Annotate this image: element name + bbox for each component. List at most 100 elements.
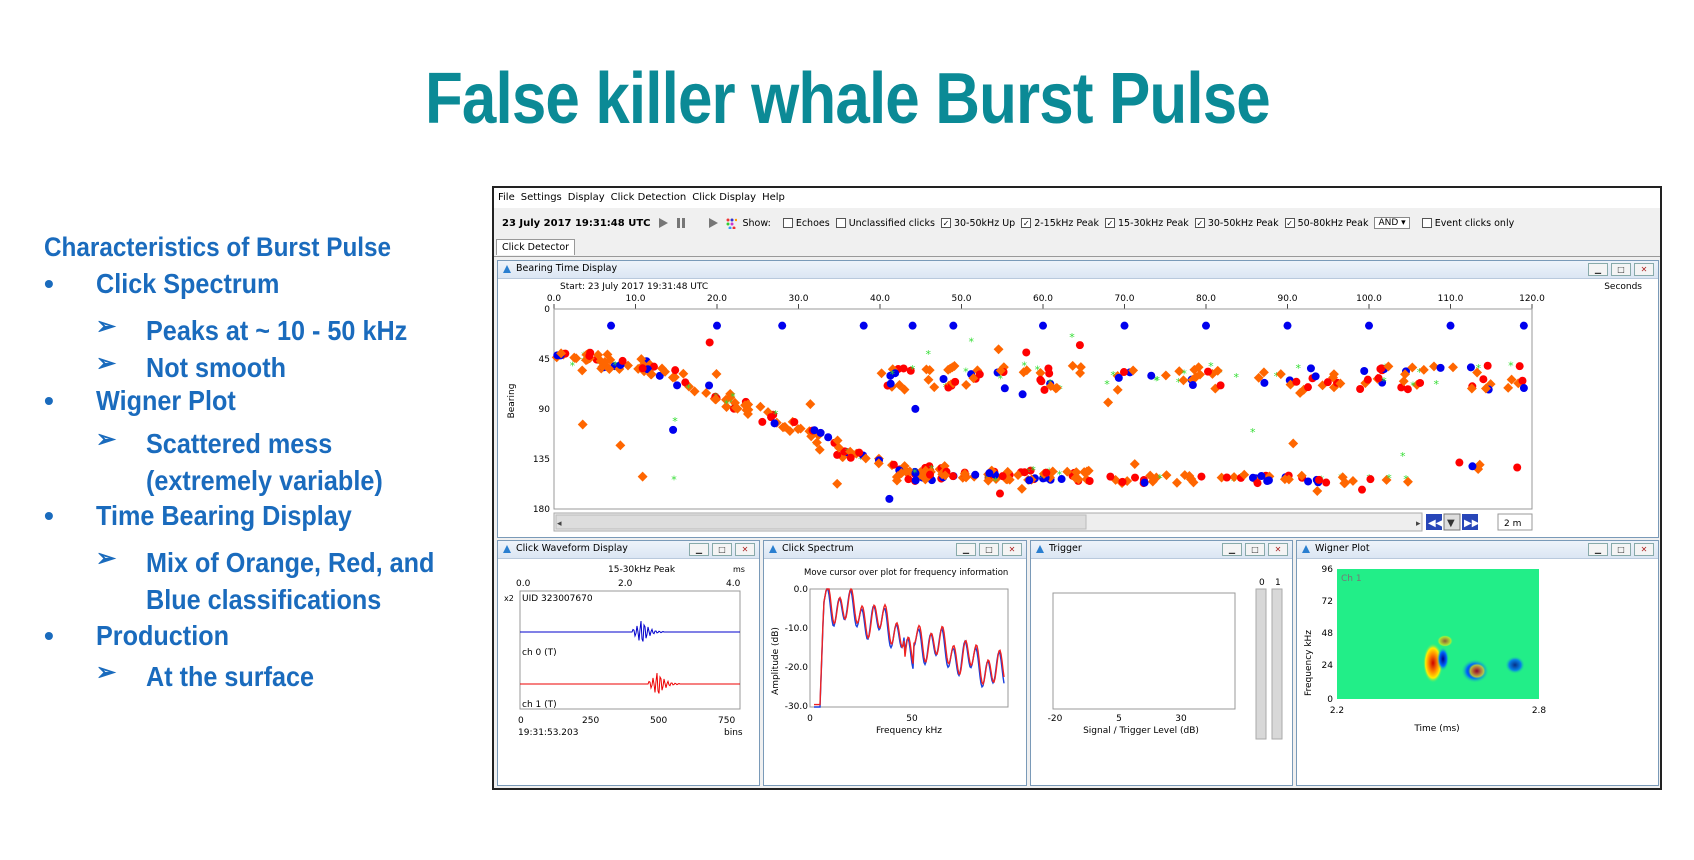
minimize-button[interactable]: ▁ [956,543,976,556]
click-marker [1363,375,1372,384]
logic-select[interactable]: AND ▾ [1374,217,1410,229]
click-marker [906,366,915,375]
rewind-button[interactable] [1426,514,1442,530]
click-marker: * [1181,368,1187,381]
maximize-button[interactable]: □ [1611,543,1631,556]
click-marker [832,478,843,489]
checkbox-box[interactable]: ✓ [1104,218,1115,228]
panel-title: Bearing Time Display [516,263,618,274]
checkbox-box[interactable]: ✓ [1021,218,1032,228]
time-span-spinner[interactable] [1497,513,1533,531]
close-button[interactable]: ✕ [1634,263,1654,276]
click-marker [1260,378,1269,387]
maximize-button[interactable]: □ [979,543,999,556]
click-marker [1051,382,1062,393]
forward-button[interactable] [1462,514,1478,530]
close-button[interactable]: ✕ [1268,543,1288,556]
wigner-blob [1437,635,1453,647]
bearing-time-plot[interactable]: Start: 23 July 2017 19:31:48 UTC Seconds… [498,279,1658,537]
click-marker: * [1476,362,1482,375]
checkbox-0[interactable]: Echoes [782,218,830,229]
click-marker [873,458,884,469]
trigger-plot[interactable]: 0 1 -20 5 30 Signal / Trigger Level (dB) [1031,559,1292,785]
click-marker [1283,321,1292,330]
datetime-label: 23 July 2017 19:31:48 UTC [502,217,651,229]
menu-file[interactable]: File [498,192,515,203]
click-marker: * [773,408,779,421]
menu-display[interactable]: Display [567,192,605,203]
click-marker [1045,369,1054,378]
pause-icon[interactable] [675,217,687,229]
checkbox-6[interactable]: ✓ 50-80kHz Peak [1284,218,1368,229]
scale-label: x2 [504,594,514,603]
ch1-label: ch 1 (T) [522,700,557,710]
seconds-label: Seconds [1604,282,1642,292]
y-tick: -20.0 [785,663,809,673]
top-tick: 4.0 [726,579,741,589]
bottom-tick: 750 [718,716,735,726]
click-marker: * [724,397,730,410]
spectrum-plot[interactable]: Move cursor over plot for frequency info… [764,559,1026,785]
click-marker [811,437,822,448]
scroll-right-icon[interactable]: ▸ [1416,519,1421,529]
panel-title: Trigger [1049,543,1082,554]
checkbox-1[interactable]: Unclassified clicks [835,218,935,229]
panel-title: Click Waveform Display [516,543,628,554]
checkbox-box[interactable]: ✓ [1194,218,1205,228]
checkbox-box[interactable]: ✓ [1284,218,1295,228]
checkbox-box[interactable]: ✓ [940,218,951,228]
click-marker [959,468,970,479]
menu-help[interactable]: Help [762,192,785,203]
ms-label: ms [733,565,745,574]
event-only-checkbox[interactable]: Event clicks only [1421,218,1514,229]
start-icon[interactable] [707,217,719,229]
menu-click-display[interactable]: Click Display [692,192,757,203]
minimize-button[interactable]: ▁ [1222,543,1242,556]
click-marker [894,380,905,390]
menu-settings[interactable]: Settings [520,192,562,203]
checkbox-3[interactable]: ✓ 2-15kHz Peak [1021,218,1099,229]
close-button[interactable]: ✕ [735,543,755,556]
play-icon[interactable] [657,217,669,229]
click-marker [618,356,627,365]
close-button[interactable]: ✕ [1002,543,1022,556]
maximize-button[interactable]: □ [712,543,732,556]
click-marker: * [998,373,1004,386]
dropdown-button[interactable] [1443,513,1461,531]
close-button[interactable]: ✕ [1634,543,1654,556]
click-marker [948,472,957,481]
click-marker [1021,365,1032,376]
click-marker [1039,321,1047,330]
panel-logo-icon [769,545,777,553]
scroll-left-icon[interactable]: ◂ [557,519,562,529]
click-marker [1455,458,1464,467]
checkbox-4[interactable]: ✓ 15-30kHz Peak [1104,218,1189,229]
click-marker [1161,470,1172,481]
click-marker [1106,472,1115,481]
maximize-button[interactable]: □ [1611,263,1631,276]
click-marker [1020,468,1029,477]
maximize-button[interactable]: □ [1245,543,1265,556]
color-dots-icon[interactable] [725,217,737,229]
click-marker [1513,463,1522,472]
checkbox-5[interactable]: ✓ 30-50kHz Peak [1194,218,1279,229]
click-marker: * [1104,378,1110,391]
waveform-plot[interactable]: 15-30kHz Peak ms 0.0 2.0 4.0 x2 UID 3230… [498,559,759,785]
click-marker [1067,360,1078,371]
tab-click-detector[interactable]: Click Detector [496,239,576,255]
click-marker: * [968,336,974,349]
menu-click-detection[interactable]: Click Detection [610,192,687,203]
click-marker: * [858,453,864,466]
click-marker [1036,375,1045,384]
checkbox-2[interactable]: ✓ 30-50kHz Up [940,218,1015,229]
wigner-blob [1505,656,1525,674]
scrollbar-thumb[interactable] [555,514,1087,530]
wigner-blob [1437,647,1449,671]
checkbox-box[interactable] [835,218,846,228]
click-marker [1311,372,1320,381]
minimize-button[interactable]: ▁ [1588,543,1608,556]
minimize-button[interactable]: ▁ [689,543,709,556]
minimize-button[interactable]: ▁ [1588,263,1608,276]
checkbox-box[interactable] [782,218,793,228]
wigner-plot[interactable]: Frequency kHz 96 72 48 24 0 Ch 1 2.2 2.8… [1297,559,1658,785]
